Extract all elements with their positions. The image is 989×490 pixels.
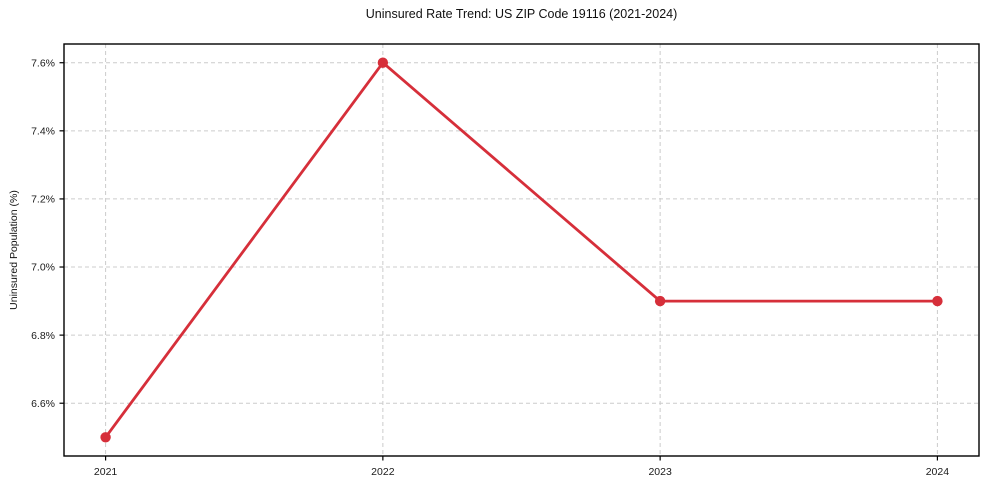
data-point-2021 (100, 432, 111, 443)
y-tick-label: 7.2% (31, 194, 55, 206)
y-tick-label: 7.0% (31, 262, 55, 274)
plot-border (63, 43, 980, 457)
data-point-2022 (377, 57, 389, 68)
y-tick-label: 6.6% (31, 398, 55, 410)
x-tick-label: 2023 (648, 466, 672, 478)
y-tick-label: 7.4% (31, 126, 55, 138)
chart-title: Uninsured Rate Trend: US ZIP Code 19116 … (365, 7, 678, 21)
data-point-2023 (654, 295, 666, 307)
x-tick-label: 2024 (926, 466, 950, 478)
data-point-2024 (932, 295, 943, 307)
x-tick-label: 2022 (371, 466, 395, 478)
y-axis-label: Uninsured Population (%) (8, 190, 20, 310)
y-tick-label: 6.8% (31, 330, 55, 342)
trend-line (104, 61, 939, 439)
x-tick-label: 2021 (94, 466, 118, 478)
y-tick-label: 7.6% (31, 57, 55, 69)
